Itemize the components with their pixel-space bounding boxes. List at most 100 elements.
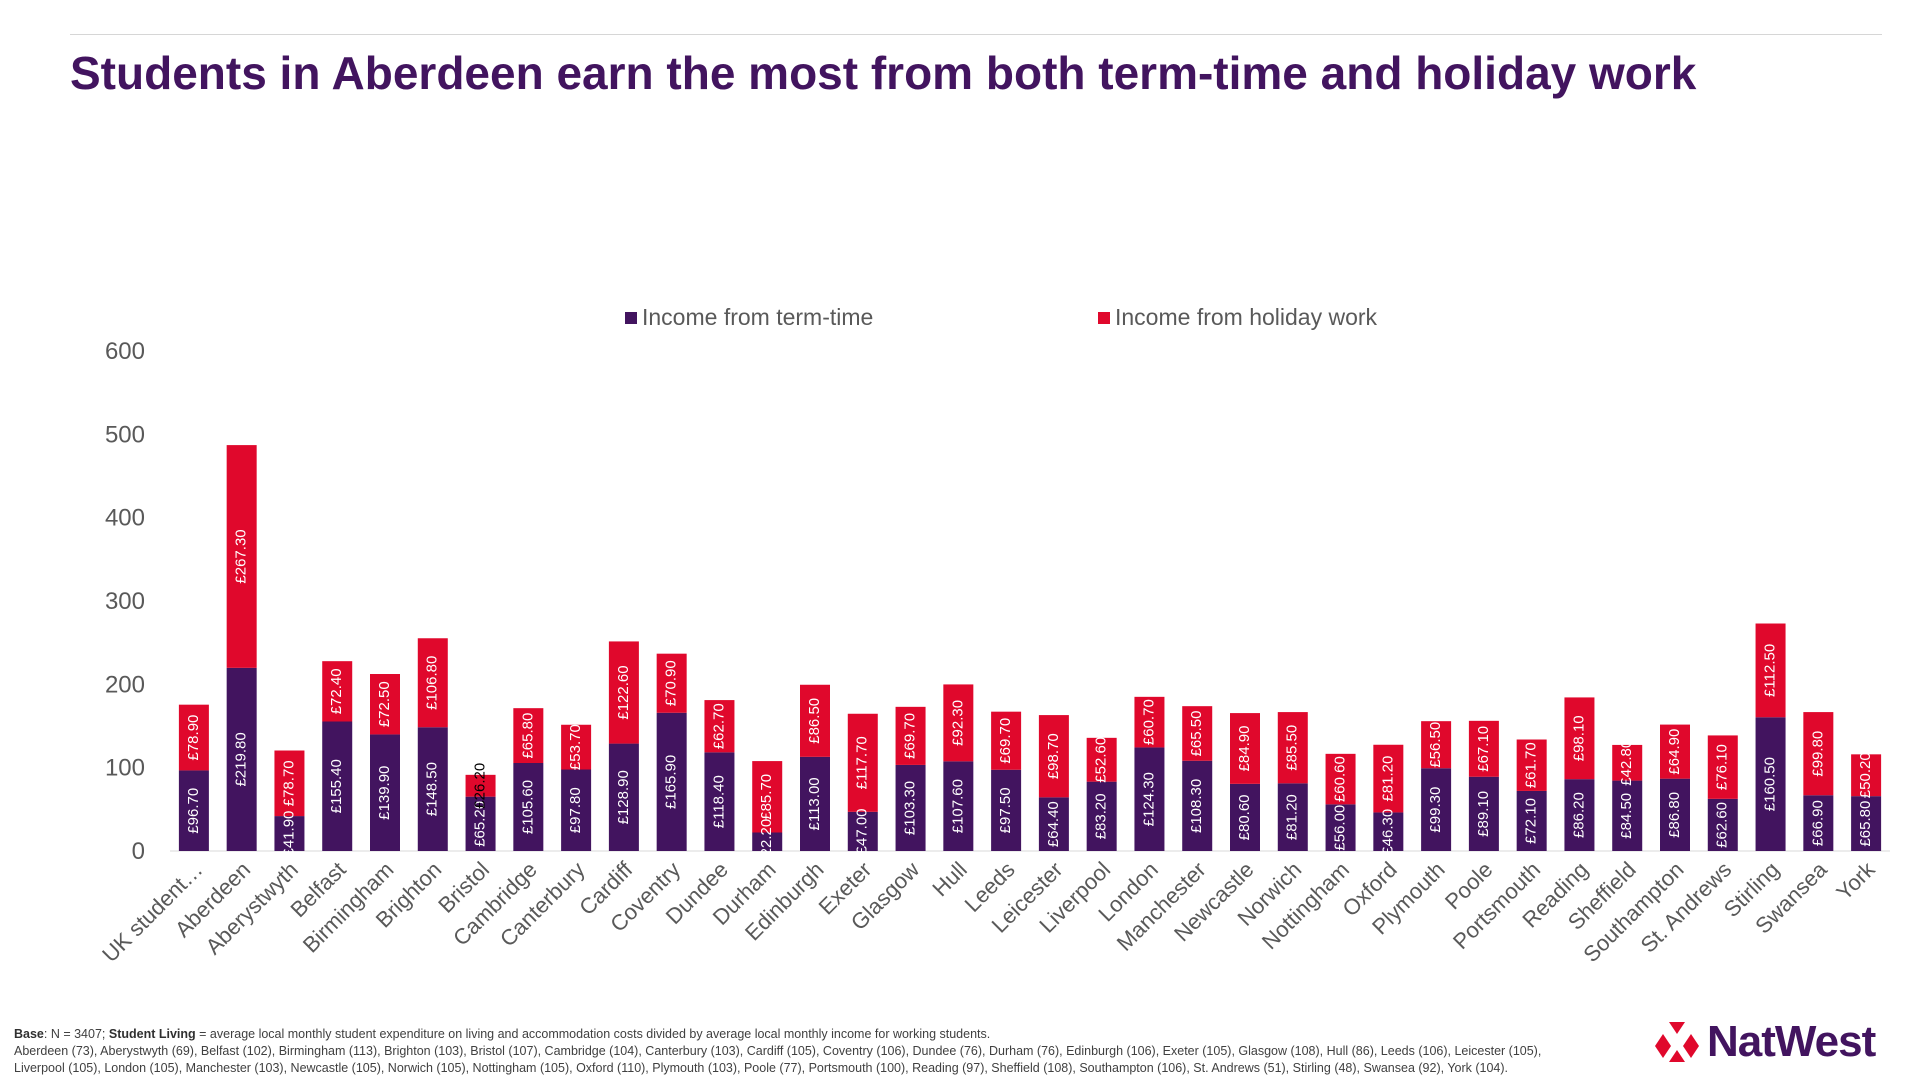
bar-holiday-work bbox=[226, 445, 257, 668]
bar-holiday-work bbox=[417, 638, 448, 728]
bar-term-time bbox=[178, 770, 209, 851]
data-label-holiday-work: £112.50 bbox=[1762, 644, 1779, 697]
data-label-term-time: £86.80 bbox=[1666, 792, 1683, 838]
data-label-term-time: £84.50 bbox=[1618, 793, 1635, 839]
bar-holiday-work bbox=[1421, 721, 1452, 769]
bar-term-time bbox=[1612, 780, 1643, 851]
data-label-term-time: £155.40 bbox=[328, 759, 345, 813]
data-label-term-time: £41.90 bbox=[280, 811, 297, 857]
data-label-holiday-work: £85.70 bbox=[758, 774, 775, 820]
bar-holiday-work bbox=[1086, 737, 1117, 782]
bar-term-time bbox=[608, 743, 639, 851]
bar-holiday-work bbox=[370, 674, 400, 735]
y-tick-label: 500 bbox=[105, 421, 145, 448]
x-tick-label: York bbox=[1831, 856, 1880, 905]
bar-holiday-work bbox=[322, 661, 353, 722]
logo-text: NatWest bbox=[1707, 1017, 1876, 1066]
bar-holiday-work bbox=[561, 724, 592, 770]
y-tick-label: 0 bbox=[132, 838, 145, 865]
bar-holiday-work bbox=[1230, 713, 1260, 784]
footnote-living-label: Student Living bbox=[108, 1027, 196, 1041]
data-label-holiday-work: £106.80 bbox=[424, 656, 441, 710]
bar-holiday-work bbox=[1182, 706, 1213, 761]
bar-term-time bbox=[1803, 795, 1834, 851]
data-label-term-time: £65.80 bbox=[1857, 801, 1874, 847]
bar-holiday-work bbox=[1468, 720, 1499, 777]
bar-term-time bbox=[465, 796, 496, 851]
data-label-holiday-work: £85.50 bbox=[1284, 725, 1301, 771]
data-label-holiday-work: £99.80 bbox=[1809, 731, 1826, 777]
legend-label: Income from holiday work bbox=[1115, 304, 1378, 330]
y-tick-label: 300 bbox=[105, 588, 145, 615]
bar-term-time bbox=[704, 752, 735, 851]
footnote-living-text: = average local monthly student expendit… bbox=[195, 1027, 991, 1041]
data-label-term-time: £103.30 bbox=[902, 781, 919, 835]
data-label-term-time: £160.50 bbox=[1762, 757, 1779, 811]
data-label-holiday-work: £98.10 bbox=[1570, 715, 1587, 761]
legend-swatch bbox=[625, 312, 637, 324]
bar-holiday-work bbox=[1803, 712, 1834, 796]
data-label-holiday-work: £50.20 bbox=[1857, 752, 1874, 798]
data-label-holiday-work: £81.20 bbox=[1379, 756, 1396, 802]
data-label-holiday-work: £69.70 bbox=[902, 713, 919, 759]
bar-term-time bbox=[1230, 783, 1260, 851]
data-label-term-time: £105.60 bbox=[519, 780, 536, 834]
bar-holiday-work bbox=[656, 653, 687, 713]
data-label-term-time: £89.10 bbox=[1475, 791, 1492, 837]
y-tick-label: 100 bbox=[105, 755, 145, 782]
data-label-term-time: £80.60 bbox=[1236, 794, 1253, 840]
bar-holiday-work bbox=[1851, 754, 1882, 797]
bar-term-time bbox=[1325, 804, 1356, 851]
data-label-term-time: £62.60 bbox=[1714, 802, 1731, 848]
bar-term-time bbox=[1851, 796, 1882, 851]
legend-label: Income from term-time bbox=[642, 304, 873, 330]
data-label-holiday-work: £67.10 bbox=[1475, 726, 1492, 772]
bar-term-time bbox=[1707, 798, 1738, 851]
data-label-holiday-work: £76.10 bbox=[1714, 744, 1731, 790]
data-label-term-time: £81.20 bbox=[1284, 794, 1301, 840]
bar-holiday-work bbox=[1660, 724, 1690, 779]
bar-holiday-work bbox=[178, 704, 209, 771]
bar-term-time bbox=[1516, 790, 1547, 851]
bar-holiday-work bbox=[1516, 739, 1547, 791]
bar-term-time bbox=[322, 721, 353, 851]
data-label-holiday-work: £70.90 bbox=[663, 660, 680, 706]
bar-holiday-work bbox=[752, 761, 783, 833]
bar-holiday-work bbox=[1325, 753, 1356, 805]
bar-term-time bbox=[1373, 812, 1404, 851]
data-label-term-time: £118.40 bbox=[710, 775, 727, 828]
data-label-term-time: £72.10 bbox=[1523, 798, 1540, 844]
data-label-term-time: £113.00 bbox=[806, 777, 823, 830]
footnote-base-label: Base bbox=[14, 1027, 44, 1041]
bar-term-time bbox=[1564, 779, 1595, 851]
data-label-holiday-work: £72.50 bbox=[376, 681, 393, 727]
data-label-term-time: £64.40 bbox=[1045, 801, 1062, 847]
data-label-holiday-work: £60.60 bbox=[1332, 756, 1349, 802]
data-label-term-time: £108.30 bbox=[1188, 779, 1205, 833]
bar-term-time bbox=[1277, 783, 1308, 851]
bar-holiday-work bbox=[1277, 712, 1308, 784]
bar-holiday-work bbox=[800, 684, 830, 757]
data-label-term-time: £99.30 bbox=[1427, 787, 1444, 833]
data-label-holiday-work: £62.70 bbox=[710, 703, 727, 749]
data-label-holiday-work: £84.90 bbox=[1236, 726, 1253, 772]
data-label-holiday-work: £52.60 bbox=[1093, 737, 1110, 783]
data-label-holiday-work: £65.80 bbox=[519, 713, 536, 759]
bar-holiday-work bbox=[1134, 696, 1165, 748]
data-label-term-time: £97.50 bbox=[997, 787, 1014, 833]
bar-holiday-work bbox=[1564, 697, 1595, 780]
data-label-holiday-work: £56.50 bbox=[1427, 722, 1444, 768]
natwest-logo: NatWest bbox=[1655, 1017, 1876, 1066]
bar-term-time bbox=[752, 832, 783, 851]
data-label-holiday-work: £65.50 bbox=[1188, 711, 1205, 757]
data-label-holiday-work: £60.70 bbox=[1140, 699, 1157, 745]
bar-term-time bbox=[417, 727, 448, 851]
bar-term-time bbox=[991, 769, 1022, 851]
bar-term-time bbox=[370, 734, 400, 851]
y-tick-label: 400 bbox=[105, 505, 145, 532]
bar-term-time bbox=[847, 811, 878, 851]
data-label-term-time: £96.70 bbox=[185, 788, 202, 834]
data-label-holiday-work: £117.70 bbox=[854, 736, 871, 789]
bar-holiday-work bbox=[943, 684, 974, 762]
